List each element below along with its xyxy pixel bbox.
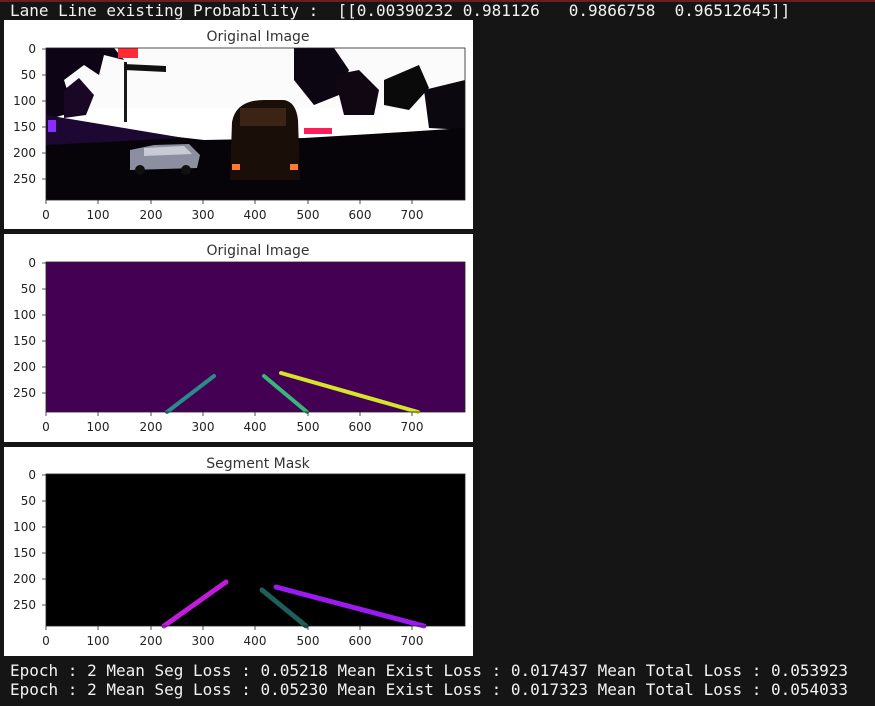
- x-tick-label: 600: [349, 420, 372, 434]
- y-tick-label: 200: [13, 146, 36, 160]
- plot-segment-mask-svg: Segment Mask 0 50 100 150 200 250 0 100 …: [13, 456, 466, 648]
- y-tick-label: 150: [13, 334, 36, 348]
- window-top-border: [0, 0, 875, 2]
- plot-axes: 0 50 100 150 200 250 0 100 200 300 400 5…: [13, 42, 423, 222]
- y-tick-label: 0: [28, 256, 36, 270]
- camera-image: [46, 48, 465, 200]
- mask-lane-1: [161, 579, 229, 629]
- x-tick-label: 0: [42, 634, 50, 648]
- y-tick-labels: 0 50 100 150 200 250: [13, 468, 36, 612]
- x-tick-label: 100: [87, 420, 110, 434]
- y-tick-label: 100: [13, 94, 36, 108]
- y-tick-label: 200: [13, 572, 36, 586]
- label-image: [46, 262, 465, 414]
- x-tick-label: 300: [192, 420, 215, 434]
- x-tick-label: 400: [244, 208, 267, 222]
- x-tick-label: 600: [349, 634, 372, 648]
- y-tick-label: 100: [13, 520, 36, 534]
- x-tick-labels: 0 100 200 300 400 500 600 700: [42, 208, 423, 222]
- x-tick-label: 700: [401, 208, 424, 222]
- plot-original-image-svg: Original Image: [13, 29, 466, 222]
- plot-frame: [45, 261, 466, 413]
- y-tick-labels: 0 50 100 150 200 250: [13, 42, 36, 186]
- plot-axes: 0 50 100 150 200 250 0 100 200 300 400 5…: [13, 468, 423, 648]
- x-tick-label: 600: [349, 208, 372, 222]
- plot-segment-mask: Segment Mask 0 50 100 150 200 250 0 100 …: [4, 447, 473, 656]
- y-tick-label: 150: [13, 546, 36, 560]
- x-tick-labels: 0 100 200 300 400 500 600 700: [42, 420, 423, 434]
- x-tick-labels: 0 100 200 300 400 500 600 700: [42, 634, 423, 648]
- y-tick-label: 0: [28, 468, 36, 482]
- x-tick-label: 300: [192, 634, 215, 648]
- y-tick-label: 100: [13, 308, 36, 322]
- y-tick-label: 250: [13, 172, 36, 186]
- x-tick-label: 100: [87, 208, 110, 222]
- x-tick-label: 400: [244, 420, 267, 434]
- x-tick-label: 200: [140, 208, 163, 222]
- plot-title: Segment Mask: [206, 456, 310, 472]
- x-tick-label: 0: [42, 420, 50, 434]
- x-tick-label: 0: [42, 208, 50, 222]
- y-tick-label: 200: [13, 360, 36, 374]
- epoch-log-line-2: Epoch : 2 Mean Seg Loss : 0.05230 Mean E…: [10, 680, 849, 699]
- x-tick-label: 700: [401, 420, 424, 434]
- x-tick-label: 100: [87, 634, 110, 648]
- y-tick-label: 50: [21, 494, 36, 508]
- plot-frame: [45, 47, 466, 201]
- y-tick-label: 250: [13, 386, 36, 400]
- y-tick-label: 0: [28, 42, 36, 56]
- mask-lane-3: [273, 584, 427, 629]
- x-tick-label: 200: [140, 634, 163, 648]
- x-tick-label: 500: [297, 634, 320, 648]
- epoch-log-line-1: Epoch : 2 Mean Seg Loss : 0.05218 Mean E…: [10, 661, 849, 680]
- y-tick-labels: 0 50 100 150 200 250: [13, 256, 36, 400]
- y-tick-label: 250: [13, 598, 36, 612]
- plot-frame: [45, 473, 466, 627]
- plot-lane-labels-svg: Original Image 0 50 100 150 200 250 0 10…: [13, 243, 466, 434]
- x-tick-label: 200: [140, 420, 163, 434]
- mask-image: [46, 474, 465, 629]
- y-tick-label: 50: [21, 68, 36, 82]
- probability-output: Lane Line existing Probability : [[0.003…: [10, 1, 791, 20]
- lane-line-1: [165, 374, 216, 414]
- x-tick-label: 500: [297, 420, 320, 434]
- lane-line-3: [279, 371, 420, 414]
- x-tick-label: 700: [401, 634, 424, 648]
- x-tick-label: 300: [192, 208, 215, 222]
- plot-lane-labels: Original Image 0 50 100 150 200 250 0 10…: [4, 234, 473, 442]
- plot-original-image: Original Image: [4, 20, 473, 229]
- plot-axes: 0 50 100 150 200 250 0 100 200 300 400 5…: [13, 256, 423, 434]
- y-tick-label: 150: [13, 120, 36, 134]
- x-tick-label: 400: [244, 634, 267, 648]
- plot-title: Original Image: [206, 29, 309, 45]
- x-tick-label: 500: [297, 208, 320, 222]
- mask-lane-2: [259, 587, 309, 629]
- lane-line-2: [262, 374, 309, 414]
- y-tick-label: 50: [21, 282, 36, 296]
- plot-title: Original Image: [206, 243, 309, 259]
